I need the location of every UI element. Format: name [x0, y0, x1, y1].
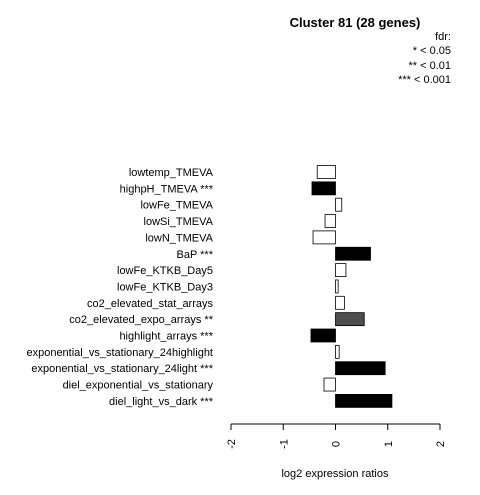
bar: [335, 361, 386, 376]
category-label: exponential_vs_stationary_24light ***: [31, 363, 213, 375]
category-label: co2_elevated_stat_arrays: [87, 298, 213, 310]
bar: [310, 328, 336, 343]
x-tick-label: 1: [383, 441, 395, 447]
bar: [324, 214, 336, 228]
category-label: lowSi_TMEVA: [144, 216, 214, 228]
bar: [335, 246, 371, 261]
x-tick-label: -2: [226, 439, 238, 449]
legend-entry-3: *** < 0.001: [398, 74, 451, 86]
bar: [335, 295, 345, 310]
x-axis: -2 -1 0 1 2: [226, 423, 447, 449]
category-label: lowFe_TMEVA: [140, 200, 213, 212]
category-label: exponential_vs_stationary_24highlight: [26, 347, 213, 359]
bars: [310, 165, 393, 408]
bar: [335, 197, 343, 212]
bar: [312, 230, 336, 245]
category-label: highlight_arrays ***: [119, 331, 213, 343]
x-tick-label: 2: [435, 441, 447, 447]
category-label: diel_light_vs_dark ***: [109, 396, 214, 408]
chart-title: Cluster 81 (28 genes): [290, 15, 421, 30]
category-label: lowtemp_TMEVA: [129, 167, 214, 179]
category-label: diel_exponential_vs_stationary: [63, 380, 214, 392]
category-label: lowN_TMEVA: [145, 232, 213, 244]
bar: [323, 377, 336, 392]
category-label: highpH_TMEVA ***: [120, 183, 214, 195]
bar: [335, 393, 393, 408]
bar: [335, 279, 339, 294]
legend-entry-2: ** < 0.01: [408, 60, 451, 72]
bar: [316, 165, 336, 179]
category-label: BaP ***: [177, 249, 214, 261]
bar: [335, 312, 365, 327]
category-label: co2_elevated_expo_arrays **: [69, 314, 213, 326]
category-label: lowFe_KTKB_Day3: [117, 281, 213, 293]
legend-title: fdr:: [435, 31, 451, 43]
x-tick-label: -1: [278, 439, 290, 449]
category-label: lowFe_KTKB_Day5: [117, 265, 213, 277]
category-labels: lowtemp_TMEVA highpH_TMEVA *** lowFe_TMEVA…: [26, 167, 213, 408]
x-axis-label: log2 expression ratios: [281, 468, 389, 480]
legend-entry-1: * < 0.05: [413, 45, 451, 57]
bar: [335, 263, 347, 278]
bar: [311, 181, 336, 196]
x-tick-label: 0: [331, 441, 343, 447]
bar: [335, 344, 340, 359]
legend: fdr: * < 0.05 ** < 0.01 *** < 0.001: [398, 31, 451, 86]
